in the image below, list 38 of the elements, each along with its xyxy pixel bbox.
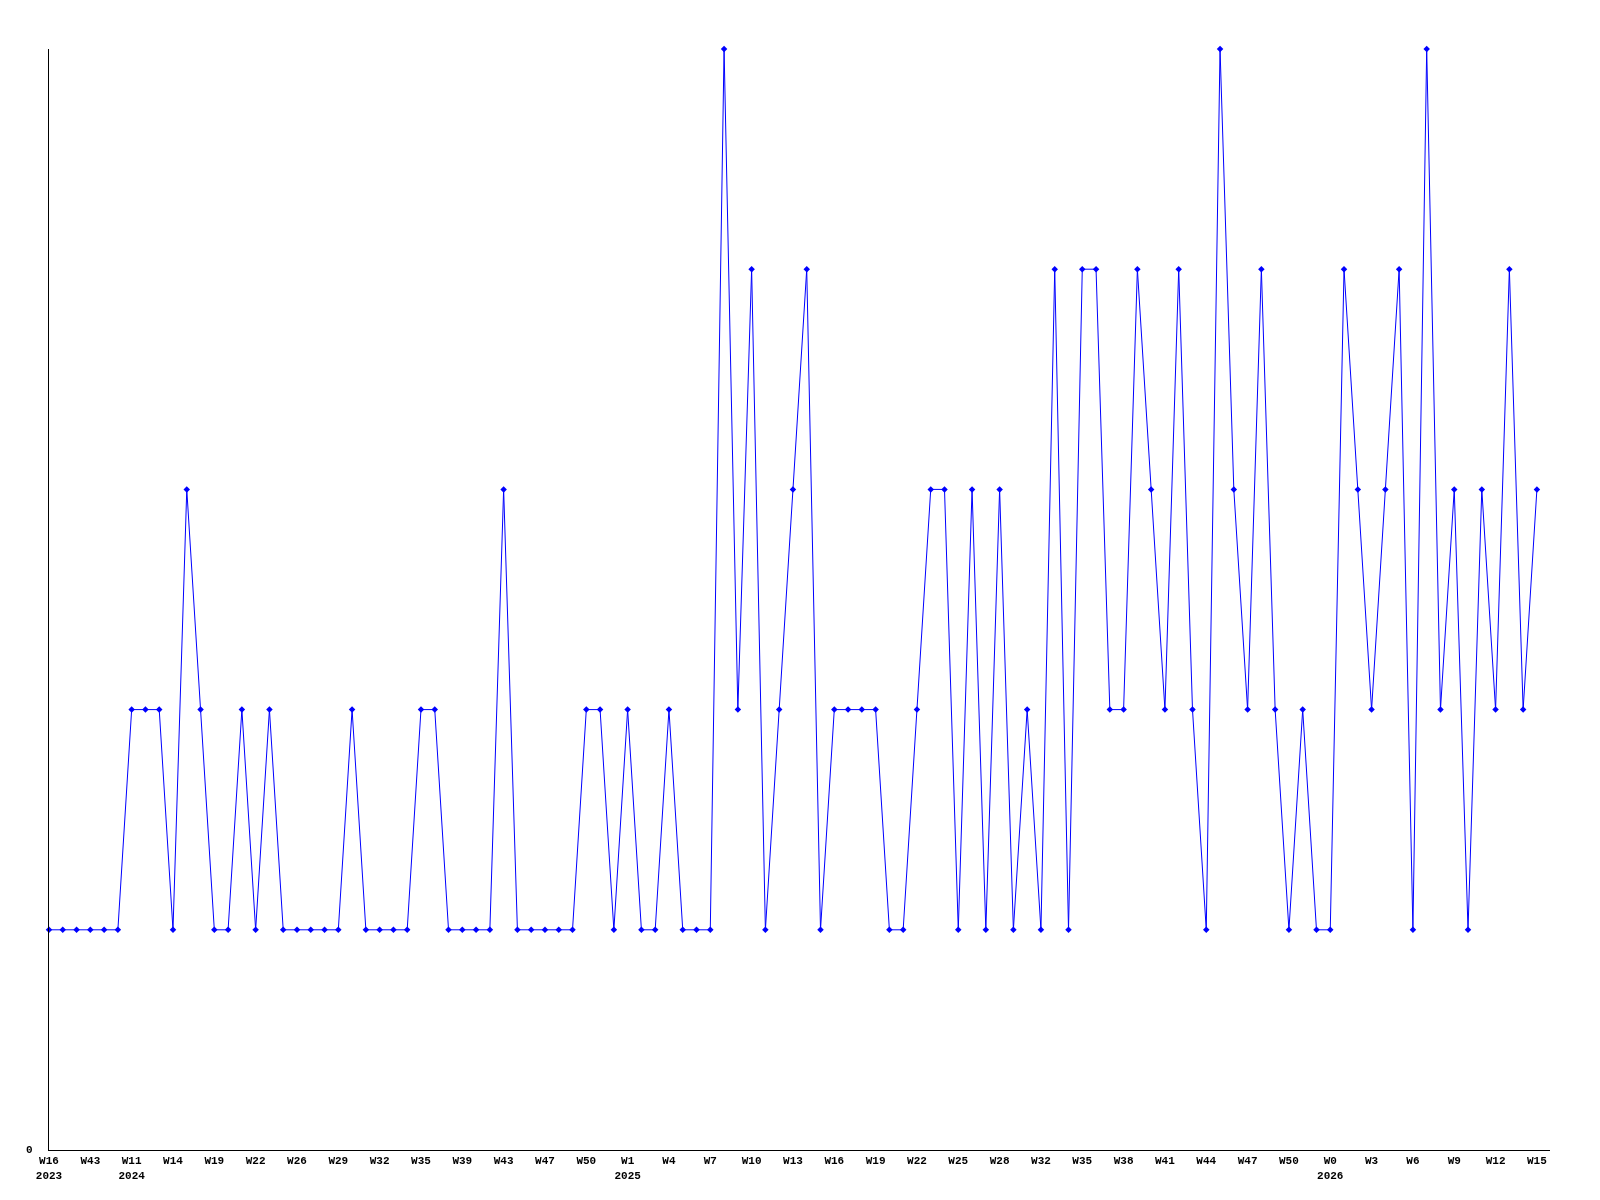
x-tick-label: W14: [163, 1155, 184, 1168]
x-tick-label: W9: [1447, 1155, 1461, 1168]
text: 0: [26, 1144, 33, 1156]
x-tick-label: W16: [824, 1155, 845, 1168]
x-tick-label: W43: [80, 1155, 101, 1168]
x-tick-label: W15: [1527, 1155, 1548, 1168]
x-tick-label: W7: [703, 1155, 717, 1168]
x-tick-label: W28: [989, 1155, 1010, 1168]
x-tick-label: W35: [411, 1155, 432, 1168]
x-tick-label: W22: [245, 1155, 266, 1168]
x-tick-label: W11 2024: [118, 1155, 146, 1182]
x-tick-label: W50: [1279, 1155, 1299, 1168]
x-tick-label: W25: [948, 1155, 969, 1168]
x-tick-label: W38: [1113, 1155, 1134, 1168]
x-tick-label: W19: [204, 1155, 225, 1168]
x-tick-label: W13: [783, 1155, 804, 1168]
x-tick-label: W43: [493, 1155, 514, 1168]
x-tick-label: W41: [1155, 1155, 1176, 1168]
x-tick-label: W10: [741, 1155, 762, 1168]
x-tick-label: W12: [1485, 1155, 1506, 1168]
x-tick-label: W3: [1364, 1155, 1379, 1168]
x-tick-label: W1 2025: [614, 1155, 642, 1182]
x-tick-label: W32: [1031, 1155, 1051, 1168]
x-tick-label: W6: [1406, 1155, 1420, 1168]
x-tick-label: W50: [576, 1155, 597, 1168]
x-tick-label: W26: [287, 1155, 307, 1168]
x-tick-label: W0 2026: [1317, 1155, 1344, 1182]
x-tick-label: W22: [907, 1155, 927, 1168]
x-tick-label: W32: [369, 1155, 390, 1168]
x-tick-label: W19: [865, 1155, 886, 1168]
x-tick-label: W44: [1196, 1155, 1217, 1168]
x-tick-label: W16 2023: [35, 1155, 63, 1182]
x-tick-label: W35: [1072, 1155, 1093, 1168]
x-tick-label: W39: [452, 1155, 473, 1168]
x-tick-label: W47: [535, 1155, 555, 1168]
x-tick-label: W4: [662, 1155, 676, 1168]
x-tick-label: W29: [328, 1155, 349, 1168]
x-tick-label: W47: [1237, 1155, 1258, 1168]
